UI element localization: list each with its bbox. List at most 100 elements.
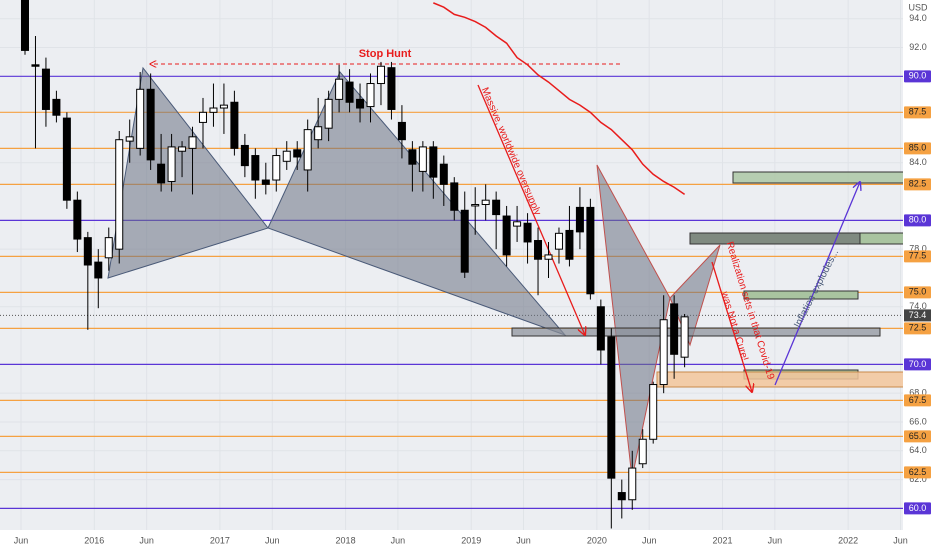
candle-body <box>62 117 71 201</box>
level-label: 87.5 <box>909 107 927 117</box>
y-tick-label: 84.0 <box>909 157 927 167</box>
moving-average <box>433 2 686 196</box>
x-tick-label: 2021 <box>712 535 732 545</box>
zone <box>743 290 859 300</box>
arrow <box>711 261 752 392</box>
candle-body <box>408 149 417 165</box>
candle-body <box>596 306 605 351</box>
level-label: 62.5 <box>909 467 927 477</box>
candle-body <box>575 206 584 233</box>
candle-body <box>471 204 480 207</box>
candle-body <box>335 78 344 100</box>
y-tick-label: 92.0 <box>909 42 927 52</box>
candle-body <box>628 467 637 501</box>
candle-body <box>136 88 145 149</box>
candle-body <box>670 303 679 355</box>
candle-body <box>387 67 396 110</box>
x-tick-label: 2018 <box>336 535 356 545</box>
level-label: 90.0 <box>909 71 927 81</box>
level-label-box <box>904 250 931 263</box>
candle-body <box>356 98 365 109</box>
candle-body <box>21 0 29 51</box>
candle-body <box>293 149 302 158</box>
candle-body <box>460 209 469 273</box>
candle-body <box>638 438 647 465</box>
candle-body <box>554 232 563 250</box>
y-tick-label: 78.0 <box>909 244 927 254</box>
level-label: 67.5 <box>909 395 927 405</box>
candle-body <box>607 336 616 479</box>
x-tick-label: Jun <box>14 535 29 545</box>
candle-body <box>157 163 166 184</box>
y-tick-label: 74.0 <box>909 301 927 311</box>
level-label: 65.0 <box>909 431 927 441</box>
time-axis <box>0 530 903 550</box>
candle-body <box>83 237 92 266</box>
candle-body <box>209 107 218 113</box>
candle-body <box>366 83 375 108</box>
candle-body <box>502 215 511 256</box>
candle-body <box>439 163 448 185</box>
zone <box>656 371 903 388</box>
zone <box>732 171 903 184</box>
candle-body <box>178 146 187 152</box>
x-tick-label: Jun <box>642 535 657 545</box>
arrow <box>774 182 860 386</box>
candle-body <box>230 101 239 149</box>
level-label: 72.5 <box>909 323 927 333</box>
candle-body <box>481 199 490 206</box>
price-axis <box>903 0 932 550</box>
last-price-label: 73.4 <box>909 310 927 320</box>
candle-body <box>52 98 61 116</box>
candle-body <box>219 104 228 109</box>
candle-body <box>565 229 574 260</box>
x-tick-label: 2019 <box>461 535 481 545</box>
candle-body <box>649 384 658 440</box>
candle-body <box>303 129 312 171</box>
candle-body <box>41 68 50 110</box>
level-label-box <box>904 286 931 299</box>
candle-body <box>429 146 438 178</box>
x-tick-label: 2022 <box>838 535 858 545</box>
level-label: 82.5 <box>909 179 927 189</box>
candle-body <box>534 240 543 260</box>
candle-body <box>617 492 626 501</box>
level-label: 60.0 <box>909 503 927 513</box>
candle-body <box>345 81 354 103</box>
candle-body <box>188 136 197 149</box>
y-tick-label: 62.0 <box>909 474 927 484</box>
axis-unit: USD <box>908 2 928 12</box>
level-label: 70.0 <box>909 359 927 369</box>
x-tick-label: 2020 <box>587 535 607 545</box>
y-tick-label: 94.0 <box>909 13 927 23</box>
level-label-box <box>904 322 931 335</box>
candle-body <box>94 261 103 279</box>
level-label: 75.0 <box>909 287 927 297</box>
last-price-box <box>904 309 931 322</box>
x-tick-label: Jun <box>265 535 280 545</box>
candle-body <box>586 206 595 295</box>
level-label-box <box>904 70 931 83</box>
candle-body <box>31 64 40 67</box>
candle-body <box>376 65 385 85</box>
candle-body <box>73 199 82 240</box>
x-tick-label: 2017 <box>210 535 230 545</box>
candle-body <box>314 126 323 141</box>
zone <box>859 232 903 245</box>
candle-body <box>251 155 260 181</box>
candle-body <box>544 254 553 260</box>
candle-body <box>104 237 113 259</box>
candle-body <box>513 221 522 227</box>
level-label-box <box>904 142 931 155</box>
candle-body <box>324 98 333 129</box>
y-tick-label: 68.0 <box>909 388 927 398</box>
candle-body <box>115 139 124 250</box>
level-label: 80.0 <box>909 215 927 225</box>
candle-body <box>680 316 689 358</box>
level-label: 77.5 <box>909 251 927 261</box>
candle-body <box>261 179 270 185</box>
candle-body <box>240 144 249 167</box>
candle-body <box>198 111 207 123</box>
level-label-box <box>904 106 931 119</box>
